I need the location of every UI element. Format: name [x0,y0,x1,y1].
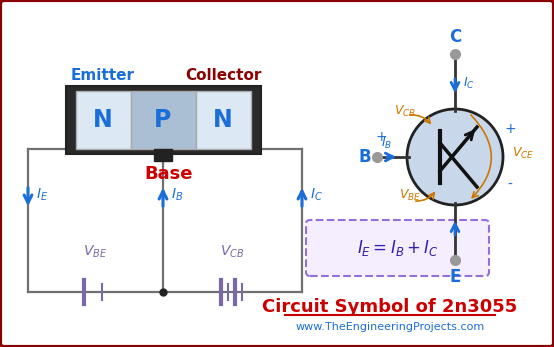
Text: $V_{BE}$: $V_{BE}$ [399,188,421,203]
Text: N: N [93,108,113,132]
Text: $V_{CB}$: $V_{CB}$ [394,104,416,119]
Text: $I_C$: $I_C$ [310,187,323,203]
Text: $I_C$: $I_C$ [463,75,475,91]
Text: P: P [155,108,172,132]
Text: -: - [507,178,512,192]
Text: C: C [449,28,461,46]
FancyBboxPatch shape [306,220,489,276]
Text: -: - [458,238,462,252]
Text: +: + [375,130,387,144]
Text: Collector: Collector [185,68,261,83]
Text: $V_{CE}$: $V_{CE}$ [512,146,534,161]
Text: $V_{BE}$: $V_{BE}$ [83,244,107,260]
Bar [154,149,172,161]
Text: B: B [358,148,371,166]
Text: +: + [504,122,516,136]
Text: N: N [213,108,233,132]
Bar [65,86,260,154]
Text: Circuit Symbol of 2n3055: Circuit Symbol of 2n3055 [263,298,517,316]
Bar [75,91,131,149]
Text: $I_B$: $I_B$ [381,136,393,151]
Text: $I_E$: $I_E$ [36,187,48,203]
Text: $I_E$: $I_E$ [463,220,474,236]
Text: www.TheEngineeringProjects.com: www.TheEngineeringProjects.com [295,322,485,332]
Text: Base: Base [145,165,193,183]
Text: Emitter: Emitter [71,68,135,83]
Bar [196,91,250,149]
Circle shape [407,109,503,205]
Text: E: E [449,268,461,286]
Bar [131,91,196,149]
Text: $I_E = I_B + I_C$: $I_E = I_B + I_C$ [357,238,438,258]
Text: $I_B$: $I_B$ [171,187,183,203]
Text: $V_{CB}$: $V_{CB}$ [220,244,245,260]
